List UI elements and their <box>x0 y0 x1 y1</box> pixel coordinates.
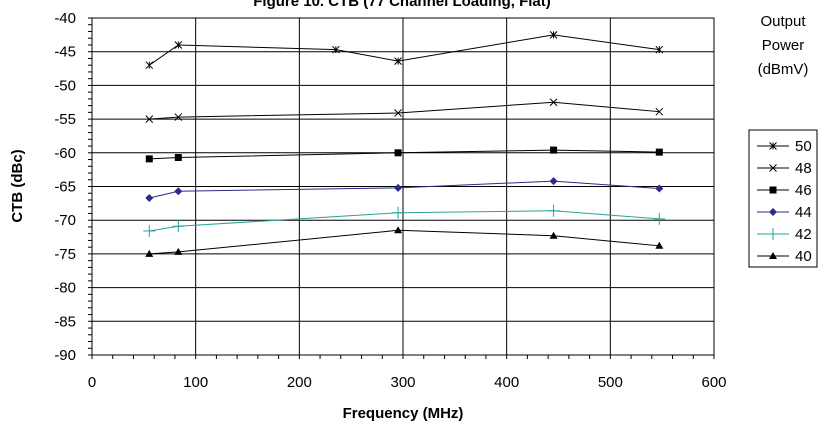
data-point <box>655 45 664 54</box>
legend-label: 50 <box>795 138 812 155</box>
data-point <box>655 107 664 116</box>
series-42 <box>143 204 666 237</box>
chart-title: Figure 10. CTB (77 Channel Loading, Flat… <box>253 0 551 10</box>
data-point <box>653 212 666 225</box>
y-tick-label: -70 <box>54 212 76 229</box>
y-tick-label: -45 <box>54 44 76 61</box>
legend-label: 46 <box>795 182 812 199</box>
y-tick-label: -50 <box>54 77 76 94</box>
gridlines <box>92 18 714 355</box>
legend-entry: 44 <box>757 204 812 221</box>
data-point <box>145 193 154 202</box>
data-point <box>655 148 663 156</box>
data-point <box>145 61 154 70</box>
legend-box <box>748 129 818 268</box>
series-line-40 <box>149 229 660 255</box>
x-tick-label: 600 <box>701 374 726 391</box>
data-point <box>143 224 156 237</box>
data-point <box>394 226 403 234</box>
x-tick-label: 300 <box>390 374 415 391</box>
y-tick-label: -90 <box>54 347 76 364</box>
data-point <box>394 57 402 65</box>
data-point <box>174 187 183 196</box>
series-44 <box>145 177 664 202</box>
series-line-50 <box>148 34 660 66</box>
x-tick-label: 400 <box>494 374 519 391</box>
legend-entry: 50 <box>757 138 812 155</box>
data-point <box>549 98 558 107</box>
y-tick-label: -85 <box>54 313 76 330</box>
series-40 <box>145 226 664 257</box>
legend-label: 40 <box>795 248 812 265</box>
series-line-44 <box>149 180 660 199</box>
legend-marker <box>769 208 777 216</box>
legend: 50 48 46 44 42 40 <box>757 138 812 265</box>
y-tick-label: -80 <box>54 280 76 297</box>
y-tick-label: -55 <box>54 111 76 128</box>
data-point <box>332 45 340 54</box>
data-point <box>655 184 664 193</box>
legend-marker <box>767 228 779 240</box>
series-line-46 <box>149 149 660 160</box>
series-48 <box>145 98 664 123</box>
y-tick-labels: -40 -45 -50 -55 -60 -65 -70 -75 -80 -85 -90 <box>54 10 76 364</box>
series-50 <box>145 30 664 70</box>
legend-entry: 42 <box>757 226 812 243</box>
data-point <box>174 113 183 121</box>
data-point <box>145 155 153 163</box>
series-line-42 <box>149 210 660 232</box>
data-point <box>392 206 405 219</box>
legend-title-line: Output <box>760 13 806 30</box>
y-tick-label: -40 <box>54 10 76 27</box>
data-point <box>172 220 185 233</box>
data-point <box>174 41 183 49</box>
minor-ticks <box>88 17 715 359</box>
x-tick-label: 500 <box>598 374 623 391</box>
legend-title-line: Power <box>762 37 805 54</box>
legend-marker <box>769 164 777 172</box>
legend-label: 44 <box>795 204 812 221</box>
series-46 <box>145 146 663 163</box>
series-line-48 <box>149 101 660 120</box>
y-tick-label: -75 <box>54 246 76 263</box>
data-point <box>549 231 558 239</box>
legend-entry: 40 <box>757 248 812 265</box>
data-point <box>145 249 154 257</box>
x-tick-labels: 0 100 200 300 400 500 600 <box>88 374 727 391</box>
data-point <box>550 146 558 154</box>
x-tick-label: 200 <box>287 374 312 391</box>
data-point <box>547 204 560 217</box>
series-group <box>143 30 666 257</box>
legend-marker <box>769 186 777 194</box>
x-axis-title: Frequency (MHz) <box>343 405 464 422</box>
data-point <box>394 149 402 157</box>
data-point <box>394 109 402 117</box>
y-axis-title: CTB (dBc) <box>9 149 26 222</box>
x-tick-label: 0 <box>88 374 96 391</box>
x-tick-label: 100 <box>183 374 208 391</box>
legend-title: Output Power (dBmV) <box>758 13 809 78</box>
data-point <box>549 177 558 186</box>
legend-marker <box>769 142 777 150</box>
data-point <box>174 154 182 162</box>
legend-entry: 46 <box>757 182 812 199</box>
data-point <box>145 115 154 123</box>
data-point <box>174 247 183 255</box>
legend-label: 42 <box>795 226 812 243</box>
y-tick-label: -65 <box>54 179 76 196</box>
data-point <box>394 183 403 192</box>
legend-marker <box>769 252 777 259</box>
legend-label: 48 <box>795 160 812 177</box>
legend-title-line: (dBmV) <box>758 61 809 78</box>
y-tick-label: -60 <box>54 145 76 162</box>
data-point <box>549 30 558 39</box>
legend-entry: 48 <box>757 160 812 177</box>
data-point <box>655 241 664 249</box>
